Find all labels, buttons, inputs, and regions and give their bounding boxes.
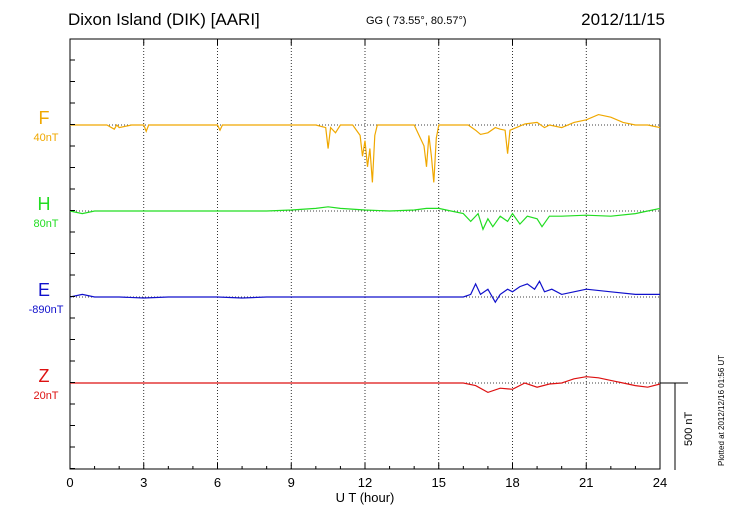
component-label-z: Z <box>39 366 50 386</box>
trace-z <box>70 376 661 394</box>
x-tick-label: 24 <box>653 475 667 490</box>
baseline-value-f: 40nT <box>33 132 58 144</box>
baseline-value-e: -890nT <box>29 304 64 316</box>
baseline-value-h: 80nT <box>33 218 58 230</box>
component-label-h: H <box>38 194 51 214</box>
plot-date: 2012/11/15 <box>581 10 665 29</box>
component-label-e: E <box>38 280 50 300</box>
plotted-timestamp: Plotted at 2012/12/16 01:56 UT <box>717 355 726 466</box>
plot-frame <box>69 38 661 470</box>
scale-bar-label: 500 nT <box>683 411 695 446</box>
traces <box>69 113 661 394</box>
scale-bar: 500 nT <box>660 382 695 470</box>
x-tick-label: 3 <box>140 475 147 490</box>
component-label-f: F <box>39 108 50 128</box>
x-tick-label: 6 <box>214 475 221 490</box>
x-tick-label: 21 <box>579 475 593 490</box>
trace-e <box>69 280 660 304</box>
x-axis-label: U T (hour) <box>336 490 395 505</box>
x-axis: 0 3 6 9 12 15 18 21 24 <box>66 39 667 490</box>
x-tick-label: 9 <box>288 475 295 490</box>
x-tick-label: 0 <box>66 475 73 490</box>
x-tick-label: 12 <box>358 475 372 490</box>
station-title: Dixon Island (DIK) [AARI] <box>68 10 260 29</box>
x-tick-label: 15 <box>432 475 446 490</box>
baseline-value-z: 20nT <box>33 390 58 402</box>
trace-h <box>69 206 661 231</box>
grid <box>70 39 660 469</box>
geo-coordinates: GG ( 73.55°, 80.57°) <box>366 15 467 27</box>
x-tick-label: 18 <box>505 475 519 490</box>
trace-f <box>70 113 661 183</box>
labels: F 40nT H 80nT E -890nT Z 20nT <box>29 108 64 402</box>
